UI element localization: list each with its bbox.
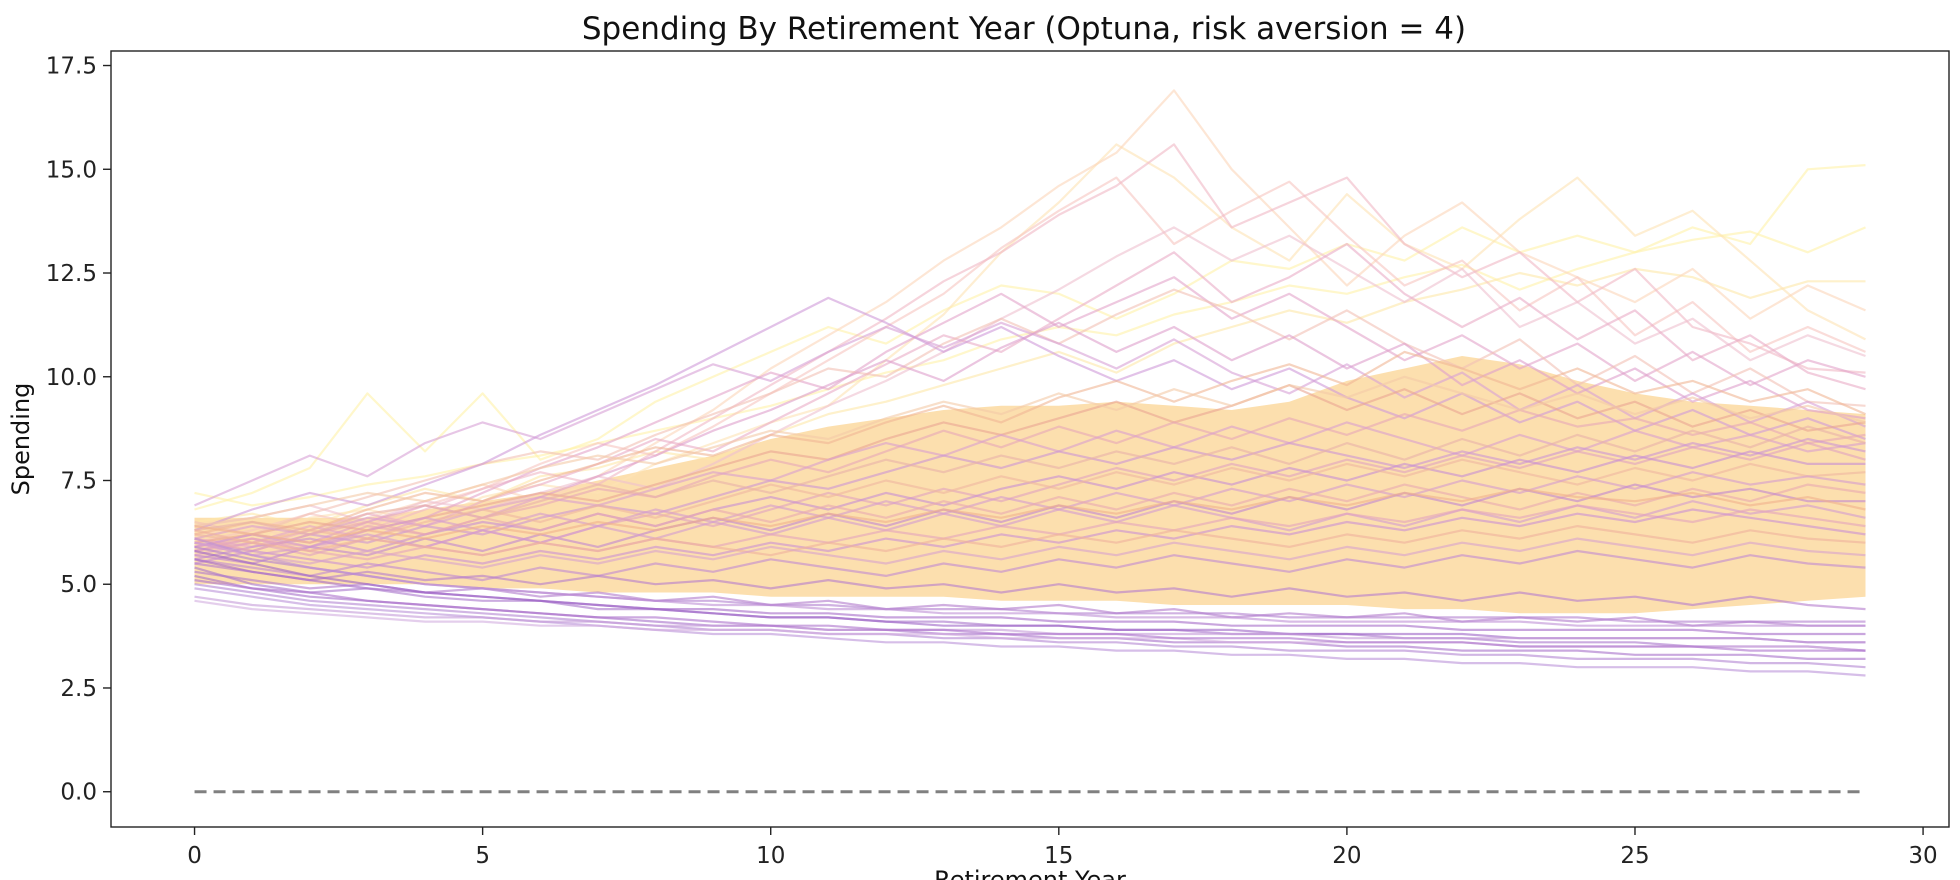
series-line-42 [194,595,1866,644]
series-line-13 [194,296,1866,532]
series-line-9 [194,276,1866,557]
series-line-14 [194,350,1866,536]
series-line-25 [194,483,1866,553]
series-line-3 [194,143,1866,544]
y-axis-label: Spending [7,383,35,496]
series-line-32 [194,537,1866,569]
y-tick-label: 5.0 [60,572,97,598]
series-line-35 [194,570,1866,627]
series-line-34 [194,562,1866,611]
x-axis-label: Retirement Year [934,866,1126,880]
series-line-17 [194,375,1866,528]
series-line-20 [194,425,1866,536]
series-line-6 [194,143,1866,553]
y-axis: 0.0 2.5 5.0 7.5 10.0 12.5 15.0 17.5 [46,54,111,806]
x-tick-label: 5 [475,843,490,869]
y-tick-label: 17.5 [46,54,97,80]
y-tick-label: 2.5 [60,676,97,702]
y-tick-label: 10.0 [46,365,97,391]
x-tick-label: 25 [1620,843,1649,869]
series-line-15 [194,384,1866,544]
x-tick-label: 20 [1332,843,1361,869]
y-tick-label: 7.5 [60,468,97,494]
plot-frame [110,50,1950,828]
y-tick-label: 12.5 [46,261,97,287]
x-tick-label: 10 [756,843,785,869]
series-line-46 [194,579,1866,652]
x-tick-label: 0 [187,843,202,869]
series-line-0 [194,164,1866,511]
series-line-33 [194,549,1866,582]
series-line-31 [194,524,1866,557]
x-axis: 0 5 10 15 20 25 30 [187,827,1938,869]
series-line-38 [194,583,1866,669]
x-tick-label: 15 [1044,843,1073,869]
series-line-23 [194,458,1866,544]
chart-title: Spending By Retirement Year (Optuna, ris… [582,11,1466,47]
x-tick-label: 30 [1908,843,1937,869]
plot-area [194,89,1866,794]
y-tick-label: 0.0 [60,780,97,806]
series-line-27 [194,487,1866,544]
series-line-12 [194,321,1866,507]
series-line-30 [194,508,1866,569]
series-line-45 [194,537,1866,627]
y-tick-label: 15.0 [46,157,97,183]
